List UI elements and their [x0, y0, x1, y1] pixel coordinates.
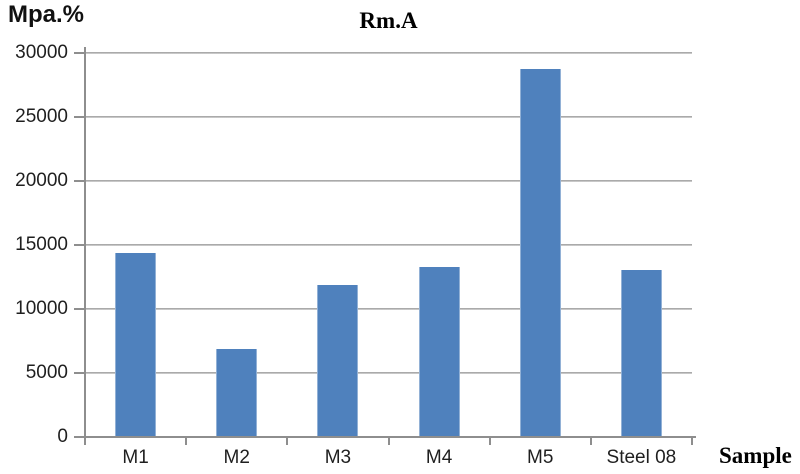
x-category-label-M1: M1 [122, 447, 149, 468]
gridline-5000 [85, 372, 692, 374]
x-tick-2 [286, 438, 289, 445]
y-axis-unit-label: Mpa.% [8, 1, 85, 28]
x-tick-6 [691, 438, 693, 445]
gridline-30000 [85, 52, 692, 54]
x-category-label-M3: M3 [324, 447, 352, 468]
y-tick-label-20000: 20000 [15, 170, 68, 191]
bar-M1 [115, 252, 157, 437]
x-category-label-M4: M4 [425, 447, 453, 468]
y-tick-20000 [74, 180, 85, 182]
bar-M4 [418, 266, 460, 437]
y-axis-line [84, 47, 86, 438]
bar-Steel 08 [620, 269, 662, 437]
y-tick-0 [74, 436, 85, 438]
y-tick-15000 [74, 244, 85, 246]
x-axis-line [84, 436, 696, 438]
chart-title: Rm.A [359, 8, 418, 33]
y-tick-label-30000: 30000 [15, 42, 68, 63]
x-tick-4 [488, 438, 491, 445]
x-tick-5 [589, 438, 592, 445]
y-tick-label-25000: 25000 [15, 106, 68, 127]
x-axis-title: Sample [719, 443, 792, 468]
x-category-label-M2: M2 [223, 447, 250, 468]
y-tick-30000 [74, 52, 85, 54]
y-tick-label-5000: 5000 [25, 362, 68, 383]
x-tick-0 [84, 438, 86, 445]
gridline-20000 [85, 180, 692, 182]
y-tick-5000 [74, 372, 85, 374]
y-tick-25000 [74, 116, 85, 118]
y-tick-10000 [74, 308, 85, 310]
y-tick-label-10000: 10000 [15, 298, 68, 319]
gridline-15000 [85, 244, 692, 246]
gridline-10000 [85, 308, 692, 310]
x-tick-1 [185, 438, 188, 445]
y-tick-label-0: 0 [57, 426, 68, 447]
x-category-label-Steel-08: Steel 08 [606, 447, 677, 468]
y-tick-label-15000: 15000 [15, 234, 68, 255]
x-category-label-M5: M5 [527, 447, 554, 468]
plot-area [85, 52, 692, 437]
bar-M2 [216, 348, 258, 437]
gridline-25000 [85, 116, 692, 118]
x-tick-3 [387, 438, 390, 445]
bar-M5 [519, 69, 561, 437]
bar-M3 [317, 284, 359, 437]
